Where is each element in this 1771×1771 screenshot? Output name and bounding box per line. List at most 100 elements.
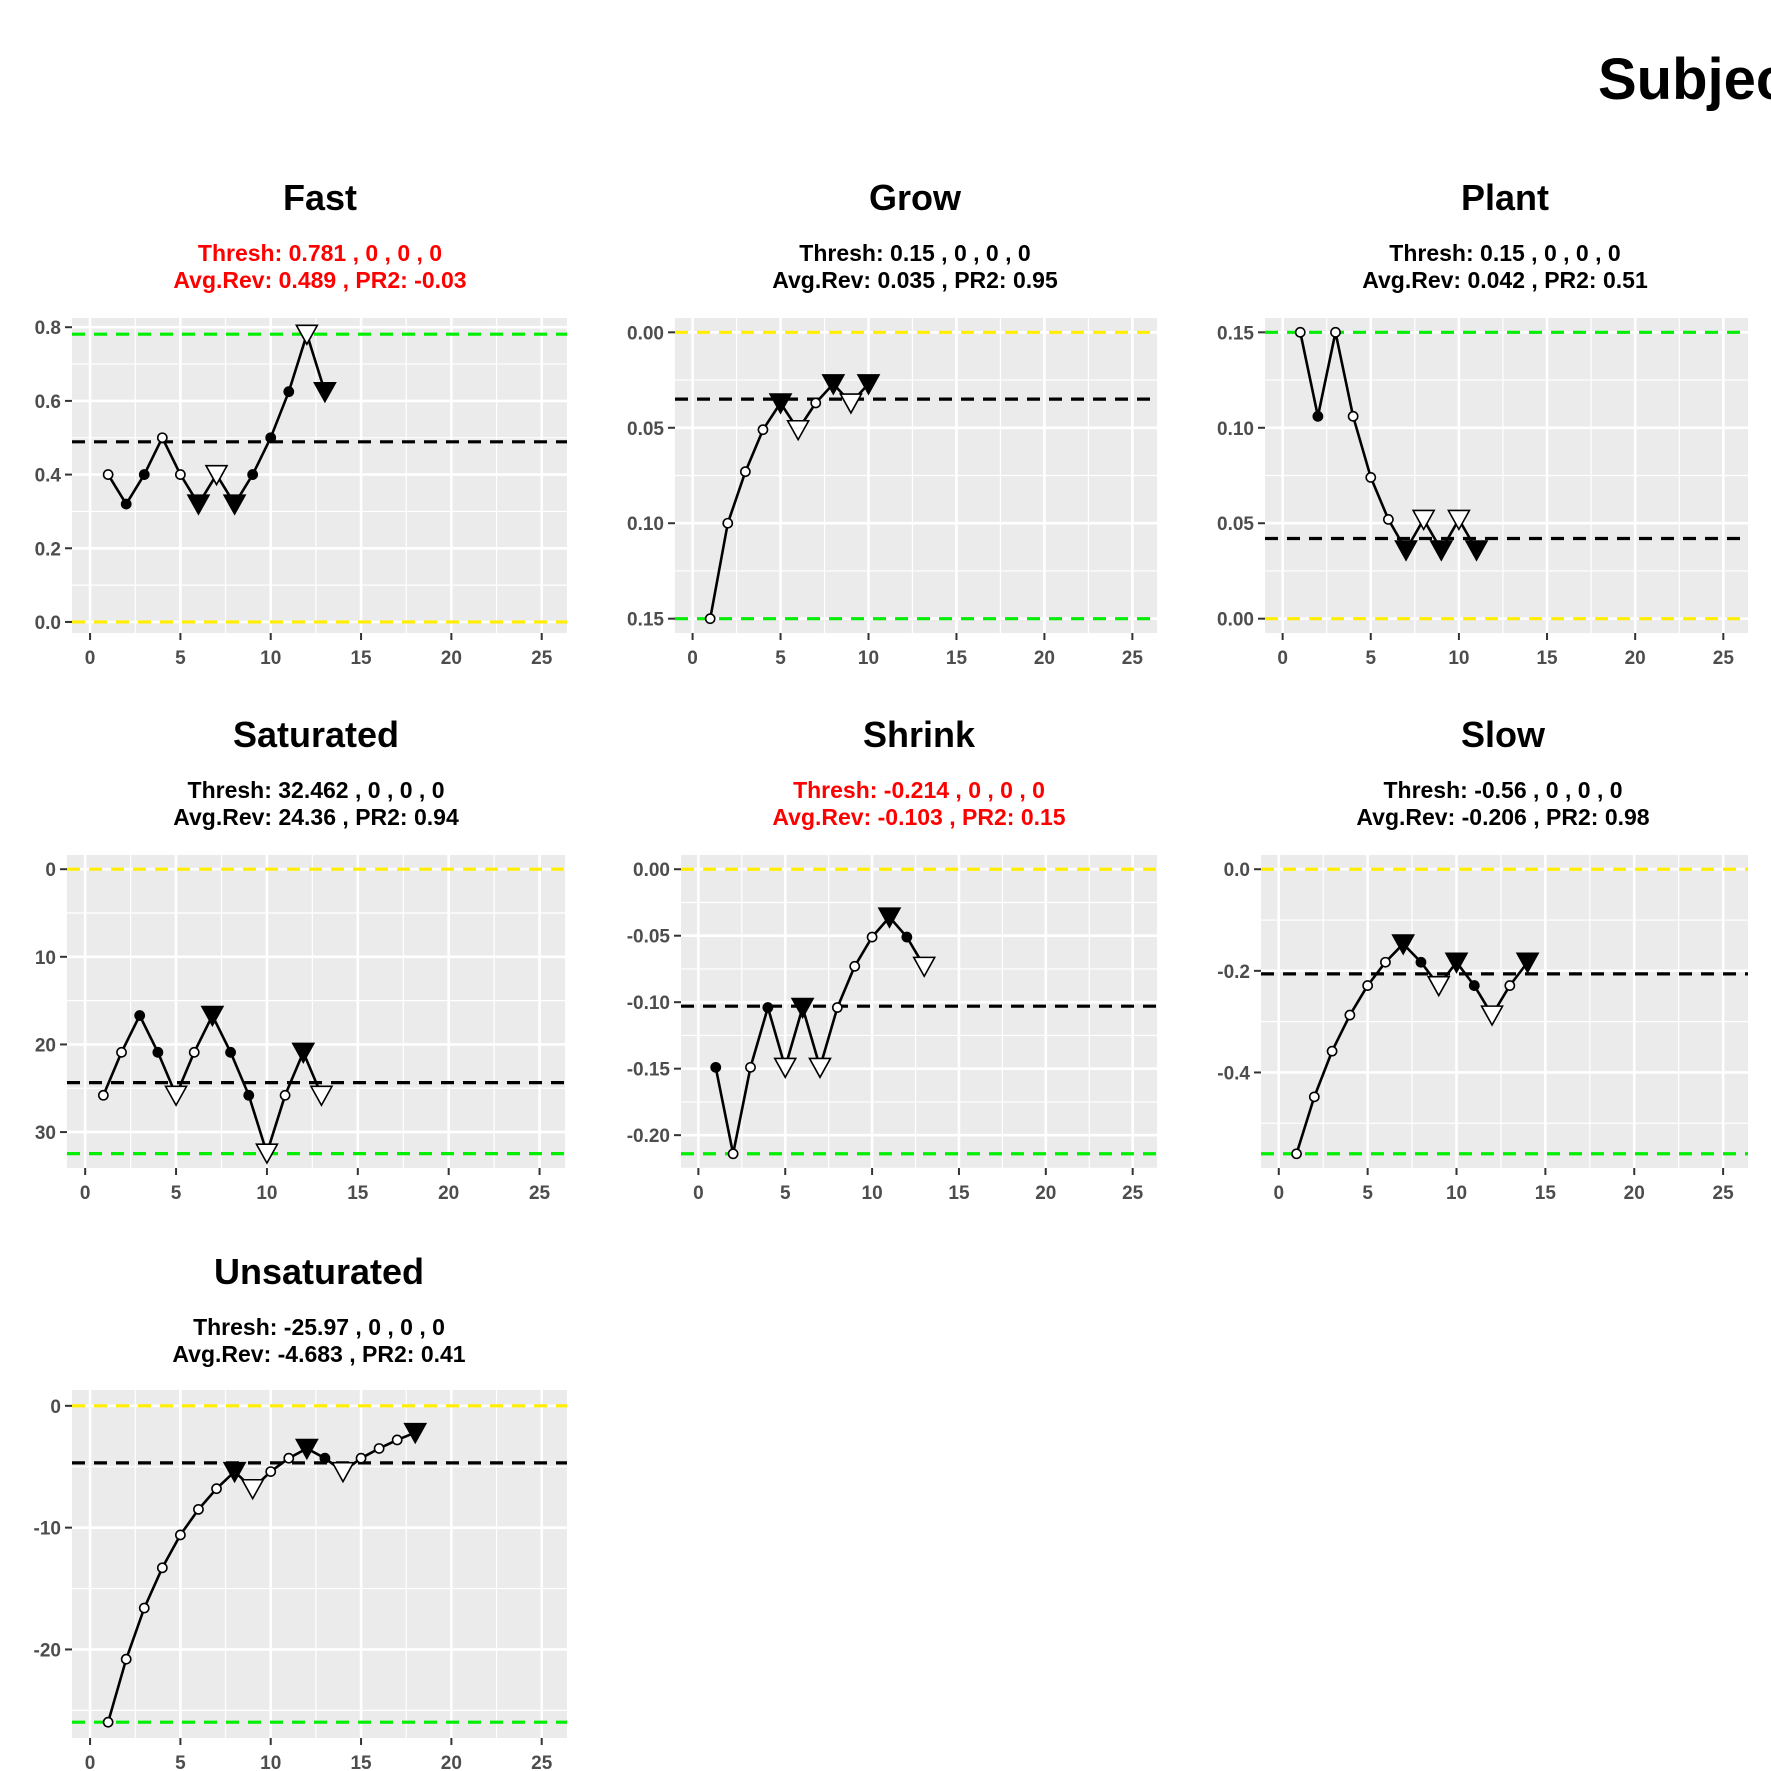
panel-title: Plant — [1461, 177, 1549, 218]
reversal-open — [204, 464, 229, 487]
point-filled — [243, 1089, 255, 1101]
point-filled — [134, 1010, 146, 1021]
point-open — [704, 613, 716, 625]
point-open — [1382, 514, 1394, 525]
x-tick-label: 5 — [1362, 1183, 1373, 1204]
y-tick-label: 0.6 — [35, 392, 61, 413]
x-tick-label: 10 — [862, 1183, 883, 1204]
y-tick-label: 0.2 — [35, 539, 61, 560]
x-tick-label: 15 — [350, 648, 372, 669]
panel-title: Slow — [1461, 714, 1546, 755]
page-title: Subjec — [1598, 47, 1771, 112]
panel-subtitle: Thresh: -0.214 , 0 , 0 , 0 — [793, 777, 1045, 803]
point-open — [283, 1452, 295, 1464]
plot-panel — [67, 855, 565, 1168]
y-tick-label: -0.2 — [1217, 962, 1250, 983]
x-tick-label: 10 — [256, 1183, 277, 1204]
y-tick-label: 0 — [50, 1397, 61, 1418]
reversal-open — [1426, 975, 1451, 998]
point-filled — [1468, 980, 1480, 991]
plot-panel — [681, 855, 1157, 1168]
x-tick-label: 25 — [1122, 1183, 1144, 1204]
panel-subtitle: Avg.Rev: -0.103 , PR2: 0.15 — [772, 804, 1065, 830]
x-tick-label: 10 — [858, 648, 879, 669]
panel-title: Shrink — [863, 714, 976, 755]
point-filled — [710, 1061, 722, 1073]
x-tick-label: 20 — [1035, 1183, 1056, 1204]
reversal-open — [1480, 1005, 1504, 1027]
y-tick-label: 0.00 — [633, 860, 670, 881]
reversal-filled — [313, 381, 337, 404]
point-open — [279, 1089, 291, 1101]
point-open — [745, 1061, 756, 1073]
x-tick-label: 25 — [529, 1183, 551, 1204]
plot-panel — [1261, 855, 1748, 1168]
x-tick-label: 10 — [1448, 648, 1469, 669]
point-filled — [1415, 956, 1427, 968]
y-tick-label: -0.15 — [627, 1060, 671, 1081]
y-tick-label: 0.0 — [1224, 860, 1250, 881]
y-tick-label: -0.4 — [1217, 1063, 1250, 1084]
x-tick-label: 5 — [171, 1183, 182, 1204]
panel-subtitle: Thresh: -0.56 , 0 , 0 , 0 — [1383, 777, 1622, 803]
panel-shrink: Shrink Thresh: -0.214 , 0 , 0 , 0Avg.Rev:… — [627, 714, 1157, 1204]
point-filled — [283, 386, 295, 398]
x-tick-label: 15 — [946, 648, 968, 669]
y-tick-label: 20 — [35, 1035, 56, 1056]
point-open — [757, 424, 769, 436]
reversal-filled — [222, 1461, 247, 1484]
y-tick-label: 0.00 — [1217, 610, 1254, 631]
x-tick-label: 10 — [260, 648, 281, 669]
reversal-open — [331, 1461, 355, 1484]
point-open — [156, 432, 168, 444]
point-open — [739, 466, 751, 478]
reversal-open — [309, 1085, 334, 1107]
point-open — [1504, 980, 1516, 991]
x-tick-label: 5 — [775, 648, 786, 669]
point-filled — [1312, 410, 1324, 422]
panel-subtitle: Avg.Rev: 0.042 , PR2: 0.51 — [1362, 267, 1648, 293]
reversal-filled — [1464, 540, 1489, 562]
y-tick-label: -0.05 — [627, 927, 671, 948]
x-tick-label: 10 — [1446, 1183, 1467, 1204]
point-filled — [247, 469, 259, 480]
panel-subtitle: Thresh: 32.462 , 0 , 0 , 0 — [188, 777, 445, 803]
point-open — [1326, 1045, 1338, 1057]
panel-subtitle: Avg.Rev: 0.489 , PR2: -0.03 — [173, 267, 466, 293]
x-tick-label: 0 — [687, 648, 698, 669]
reversal-open — [255, 1143, 279, 1165]
reversal-filled — [856, 374, 881, 396]
panel-saturated: Saturated Thresh: 32.462 , 0 , 0 , 0Avg.R… — [35, 714, 565, 1204]
y-tick-label: 0.10 — [1217, 419, 1254, 440]
x-tick-label: 0 — [85, 1753, 96, 1771]
point-open — [1294, 326, 1306, 338]
point-filled — [152, 1046, 164, 1058]
x-tick-label: 20 — [1034, 648, 1055, 669]
panel-subtitle: Avg.Rev: -0.206 , PR2: 0.98 — [1356, 804, 1649, 830]
point-open — [831, 1002, 843, 1013]
reversal-filled — [1429, 540, 1454, 562]
x-tick-label: 0 — [1273, 1183, 1284, 1204]
y-tick-label: 0.8 — [35, 318, 61, 339]
x-tick-label: 0 — [1277, 648, 1288, 669]
x-tick-label: 0 — [80, 1183, 91, 1204]
point-open — [722, 517, 734, 529]
reversal-filled — [1444, 952, 1469, 974]
reversal-filled — [1394, 540, 1418, 562]
point-open — [373, 1443, 385, 1454]
x-tick-label: 5 — [1365, 648, 1376, 669]
x-tick-label: 25 — [1713, 1183, 1735, 1204]
panel-subtitle: Thresh: 0.15 , 0 , 0 , 0 — [799, 240, 1030, 266]
reversal-open — [773, 1057, 798, 1079]
x-tick-label: 5 — [780, 1183, 791, 1204]
plot-panel — [72, 1390, 567, 1738]
reversal-filled — [186, 494, 211, 516]
reversal-filled — [200, 1005, 225, 1028]
reversal-open — [839, 393, 863, 415]
point-open — [211, 1483, 222, 1495]
point-open — [810, 397, 822, 409]
x-tick-label: 20 — [441, 1753, 462, 1771]
y-tick-label: 0.00 — [627, 323, 664, 344]
